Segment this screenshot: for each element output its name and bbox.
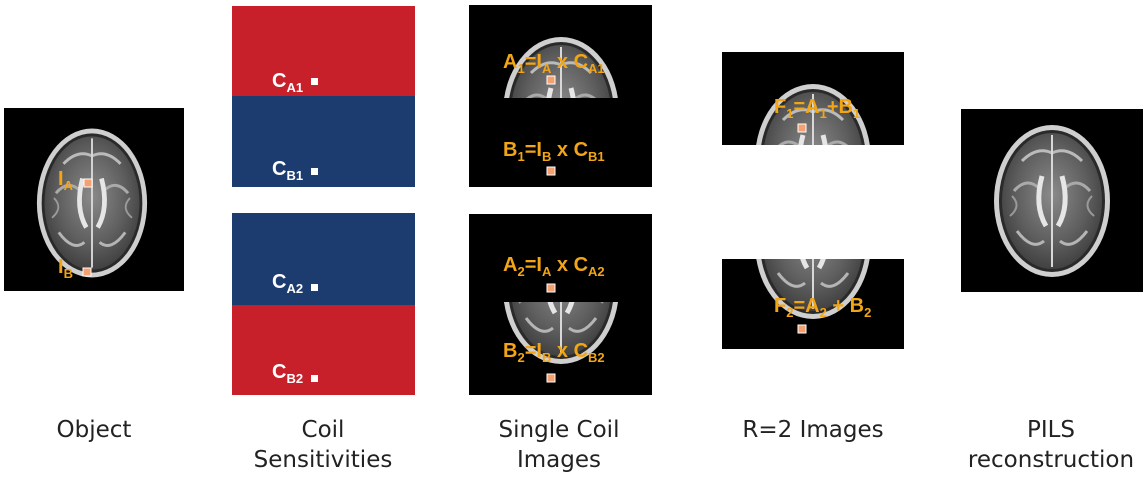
coil-label-b1: CB1: [272, 158, 304, 183]
coil-sensitivity-2: CA2 CB2: [232, 213, 415, 395]
caption-r2-images: R=2 Images: [742, 417, 884, 443]
label-a2-equation: A2=IA x CA2: [503, 254, 605, 279]
single-coil-image-2: A2=IA x CA2 B2=IB x CB2: [469, 214, 652, 395]
label-a1-equation: A1=IA x CA1: [503, 51, 605, 76]
object-label-b: IB: [58, 256, 73, 281]
caption-single-coil-images: Single Coil Images: [498, 417, 620, 473]
object-image: IA IB: [4, 108, 184, 291]
object-marker-ia: [83, 178, 93, 188]
label-f1-equation: F1=A1+B1: [774, 96, 861, 121]
r2-image-1: F1=A1+B1: [722, 52, 904, 145]
label-f2-equation: F2=A2 + B2: [774, 295, 872, 320]
r2-image-2: F2=A2 + B2: [722, 259, 904, 349]
label-b1-equation: B1=IB x CB1: [503, 139, 605, 164]
label-b2-equation: B2=IB x CB2: [503, 340, 605, 365]
single-coil-image-1: A1=IA x CA1 B1=IB x CB1: [469, 5, 652, 187]
coil-marker-a2: [311, 284, 318, 291]
coil-marker-a1: [311, 78, 318, 85]
coil-label-a2: CA2: [272, 271, 304, 296]
caption-pils-reconstruction: PILS reconstruction: [967, 417, 1135, 473]
object-marker-ib: [82, 267, 92, 277]
caption-coil-sensitivities: Coil Sensitivities: [253, 417, 393, 473]
object-label-a: IA: [58, 168, 73, 193]
caption-object: Object: [56, 417, 132, 443]
coil-marker-b1: [311, 168, 318, 175]
coil-sensitivity-1: CA1 CB1: [232, 6, 415, 187]
coil-label-a1: CA1: [272, 70, 304, 95]
pils-reconstruction-image: [961, 109, 1143, 292]
coil-marker-b2: [311, 375, 318, 382]
coil-label-b2: CB2: [272, 361, 304, 386]
